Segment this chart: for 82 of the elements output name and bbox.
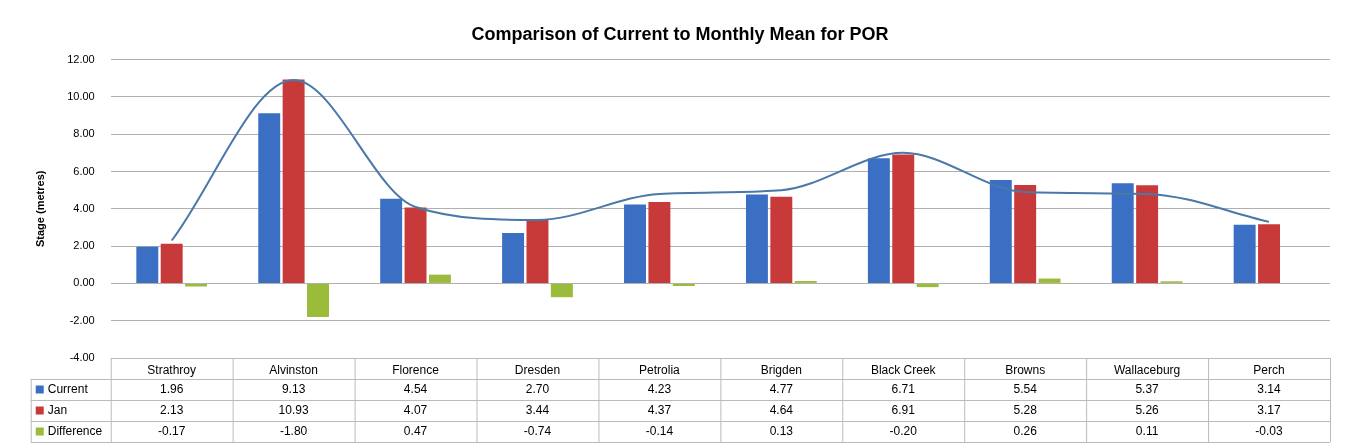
data-label: 5.26 [1135,402,1160,417]
x-tick-label: Perch [1253,362,1285,377]
x-tick-label: Strathroy [147,362,197,377]
bar [404,207,427,283]
bar [672,283,695,287]
bar [989,180,1012,283]
x-tick-label: Alvinston [269,362,318,377]
bar [1233,224,1256,283]
data-label: 4.64 [769,402,794,417]
bar [867,158,890,283]
bar [307,283,329,317]
bar [1038,278,1061,283]
bar [892,154,915,283]
x-tick-label: Wallaceburg [1113,362,1181,377]
bar [160,243,183,283]
data-label: 1.96 [160,381,184,396]
data-label: 9.13 [281,381,306,396]
data-label: -0.17 [158,423,186,438]
data-label: -0.20 [889,423,918,438]
bar [502,233,525,283]
data-label: 3.14 [1257,381,1282,396]
x-tick-label: Dresden [514,362,561,377]
y-tick-label: -2.00 [69,313,95,326]
data-label: 5.28 [1013,402,1038,417]
data-label: 4.23 [647,381,672,396]
bar [1111,183,1134,283]
data-label: 6.71 [891,381,916,396]
data-label: 4.07 [403,402,428,417]
bar [648,201,671,283]
legend-label: Difference [47,423,103,438]
data-label: 0.47 [403,423,428,438]
x-tick-label: Black Creek [870,362,937,377]
data-label: 0.26 [1013,423,1038,438]
bar [526,219,549,283]
y-tick-label: 8.00 [73,127,95,140]
x-tick-label: Brigden [760,362,803,377]
data-label: 4.37 [647,402,672,417]
bar [745,194,768,283]
bar [380,198,403,283]
data-label: 4.77 [769,381,794,396]
data-label: 0.11 [1135,423,1159,438]
data-label: 2.13 [160,402,184,417]
legend-label: Jan [47,402,68,417]
x-tick-label: Petrolia [639,362,681,377]
bar [550,283,573,298]
bar [136,246,159,283]
data-label: 3.17 [1257,402,1282,417]
bar [428,274,451,283]
line-series [170,79,1271,242]
bar [282,79,305,283]
x-tick-label: Browns [1005,362,1046,377]
y-tick-label: 10.00 [67,89,95,102]
data-label: -0.14 [645,423,674,438]
y-axis-title: Stage (metres) [33,170,46,248]
data-label: -0.74 [523,423,552,438]
x-tick-label: Florence [392,362,440,377]
bar [624,204,646,283]
data-label: -0.03 [1255,423,1284,438]
bar [1136,185,1159,283]
data-label: 10.93 [278,402,309,417]
y-tick-label: 2.00 [73,239,95,252]
data-label: 5.37 [1135,381,1160,396]
bar [1258,224,1281,283]
chart-title: Comparison of Current to Monthly Mean for POR [471,23,889,44]
y-tick-label: 4.00 [73,201,95,214]
y-tick-label: 0.00 [73,276,95,289]
y-tick-label: 12.00 [67,52,95,65]
legend-label: Current [47,381,89,396]
y-tick-label: -4.00 [69,351,95,364]
bar [1014,184,1037,283]
bar [770,196,793,283]
bar [916,283,939,288]
data-label: 6.91 [891,402,916,417]
data-label: 5.54 [1013,381,1038,396]
data-label: 2.70 [525,381,550,396]
data-label: 4.54 [403,381,428,396]
data-label: 3.44 [525,402,550,417]
bar [258,113,281,283]
data-label: 0.13 [769,423,794,438]
y-tick-label: 6.00 [73,164,95,177]
data-label: -1.80 [279,423,308,438]
bar [185,283,208,287]
